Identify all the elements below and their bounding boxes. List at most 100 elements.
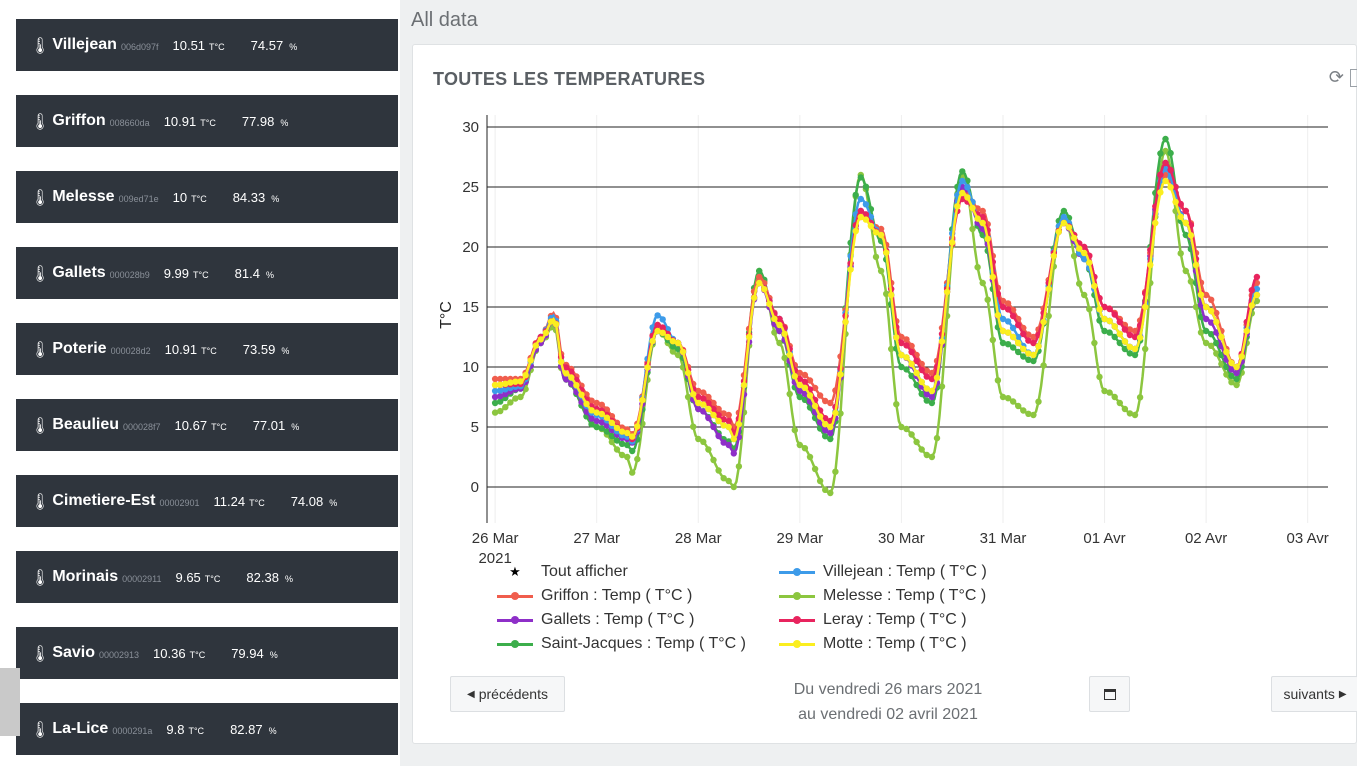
series-point [588,407,595,414]
series-point [720,422,727,429]
legend-item[interactable]: Villejean : Temp ( T°C ) [779,563,987,581]
sensor-card-griffon[interactable]: 🌡︎ Griffon 008660da 10.91 T°C 77.98% [16,95,398,147]
series-point [1162,171,1169,179]
series-point [654,321,661,329]
sensor-name: Cimetiere-Est [52,492,156,509]
series-point [715,405,722,413]
series-point [613,424,621,432]
series-point [1015,402,1022,410]
legend-show-all[interactable]: ★ Tout afficher [497,563,628,581]
legend-item[interactable]: Saint-Jacques : Temp ( T°C ) [497,635,746,653]
legend-label: Tout afficher [541,563,628,580]
series-point [527,357,534,364]
refresh-icon[interactable]: ⟳ [1328,67,1344,88]
series-point [700,438,707,445]
series-point [1086,305,1093,313]
series-point [644,364,651,371]
series-point [491,393,499,401]
scrollbar-handle[interactable] [0,668,20,736]
sensor-card-gallets[interactable]: 🌡︎ Gallets 000028b9 9.99 T°C 81.4% [16,247,398,299]
sensor-card-savio[interactable]: 🌡︎ Savio 00002913 10.36 T°C 79.94% [16,627,398,679]
sensor-card-villejean[interactable]: 🌡︎ Villejean 006d097f 10.51 T°C 74.57% [16,19,398,71]
series-point [1045,312,1052,320]
series-point [1172,183,1179,191]
series-point [1081,291,1088,299]
series-point [517,393,524,401]
legend-item[interactable]: Griffon : Temp ( T°C ) [497,587,692,605]
series-point [959,189,966,197]
series-point [979,219,986,227]
series-point [888,291,895,299]
sensor-card-morinais[interactable]: 🌡︎ Morinais 00002911 9.65 T°C 82.38% [16,551,398,603]
expand-icon[interactable] [1350,69,1357,87]
series-point [618,428,626,435]
sensor-card-beaulieu[interactable]: 🌡︎ Beaulieu 000028f7 10.67 T°C 77.01% [16,399,398,451]
series-point [1121,345,1129,353]
x-tick-label: 29 Mar [776,530,823,547]
series-point [1223,348,1230,356]
series-point [629,433,636,440]
series-point [654,312,661,319]
series-point [710,399,717,407]
series-point [842,318,849,326]
series-point [999,303,1007,311]
series-point [497,393,504,400]
humidity-unit: % [289,41,298,52]
sensor-temperature: 10.91 [164,341,198,357]
y-tick-label: 30 [462,119,479,136]
series-point [700,408,707,415]
series-point [771,329,778,336]
series-point [1116,330,1123,338]
series-point [1116,318,1123,326]
series-point [1055,228,1062,235]
sensor-card-poterie[interactable]: 🌡︎ Poterie 000028d2 10.91 T°C 73.59% [16,323,398,375]
legend-swatch [497,591,533,600]
series-point [1182,267,1189,275]
series-point [1253,291,1261,299]
series-point [679,348,687,355]
sensor-card-melesse[interactable]: 🌡︎ Melesse 009ed71e 10 T°C 84.33% [16,171,398,223]
series-point [1020,407,1027,414]
legend-item[interactable]: Gallets : Temp ( T°C ) [497,611,694,629]
series-point [1004,318,1012,325]
series-point [862,201,870,208]
series-point [806,453,814,461]
sensor-humidity: 82.87 [230,721,263,737]
series-point [491,381,499,389]
series-point [654,327,661,335]
series-point [984,235,991,242]
series-point [1167,184,1174,191]
series-point [827,435,834,443]
series-point [700,395,707,402]
sensor-humidity: 74.57 [250,37,284,53]
series-point [964,184,971,191]
calendar-button[interactable] [1089,676,1130,712]
series-point [608,419,616,426]
series-point [1177,250,1184,257]
series-point [1253,273,1261,281]
legend-item[interactable]: Melesse : Temp ( T°C ) [779,587,986,605]
sensor-card-la-lice[interactable]: 🌡︎ La-Lice 0000291a 9.8 T°C 82.87% [16,703,398,755]
series-point [822,397,829,405]
thermometer-icon: 🌡︎ [30,111,51,131]
series-point [1116,399,1123,407]
series-point [720,410,727,417]
series-point [974,215,981,222]
temperature-unit: T°C [191,193,207,204]
series-point [588,415,595,422]
previous-button[interactable]: ◀ précédents [450,676,565,712]
thermometer-icon: 🌡︎ [30,339,51,359]
legend-label: Villejean : Temp ( T°C ) [823,563,987,580]
series-point [690,423,697,430]
series-point [690,391,697,398]
series-point [695,387,702,395]
series-point [969,204,976,212]
legend-item[interactable]: Motte : Temp ( T°C ) [779,635,967,653]
legend-item[interactable]: Leray : Temp ( T°C ) [779,611,967,629]
series-point [771,315,778,322]
series-point [1202,291,1210,299]
next-button[interactable]: suivants ▶ [1271,676,1357,712]
series-point [1111,393,1118,401]
series-point [1030,357,1037,365]
sensor-card-cimetiere-est[interactable]: 🌡︎ Cimetiere-Est 00002901 11.24 T°C 74.08% [16,475,398,527]
